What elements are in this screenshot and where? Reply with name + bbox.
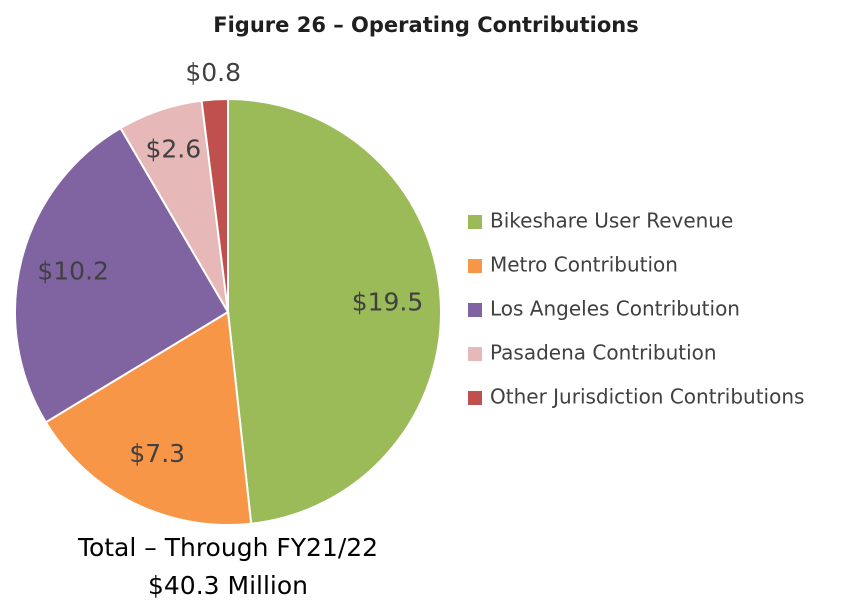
pie-slice bbox=[14, 126, 230, 424]
data-label: $7.3 bbox=[129, 439, 185, 468]
legend-label: Pasadena Contribution bbox=[490, 341, 717, 365]
legend-label: Bikeshare User Revenue bbox=[490, 209, 733, 233]
data-label: $0.8 bbox=[185, 58, 241, 87]
legend-swatch bbox=[468, 391, 482, 405]
chart-title: Figure 26 – Operating Contributions bbox=[213, 13, 638, 37]
legend-label: Other Jurisdiction Contributions bbox=[490, 385, 804, 409]
pie-slice bbox=[227, 97, 442, 525]
data-label: $2.6 bbox=[145, 135, 201, 164]
pie-slice bbox=[44, 310, 253, 526]
legend-swatch bbox=[468, 215, 482, 229]
data-label: $10.2 bbox=[37, 257, 109, 286]
pie-slice bbox=[200, 97, 229, 313]
legend-swatch bbox=[468, 303, 482, 317]
annotation: Total – Through FY21/22 bbox=[77, 533, 378, 562]
legend-label: Los Angeles Contribution bbox=[490, 297, 740, 321]
annotation: $40.3 Million bbox=[148, 571, 308, 600]
legend-swatch bbox=[468, 347, 482, 361]
legend-swatch bbox=[468, 259, 482, 273]
legend-label: Metro Contribution bbox=[490, 253, 678, 277]
data-label: $19.5 bbox=[352, 287, 424, 316]
